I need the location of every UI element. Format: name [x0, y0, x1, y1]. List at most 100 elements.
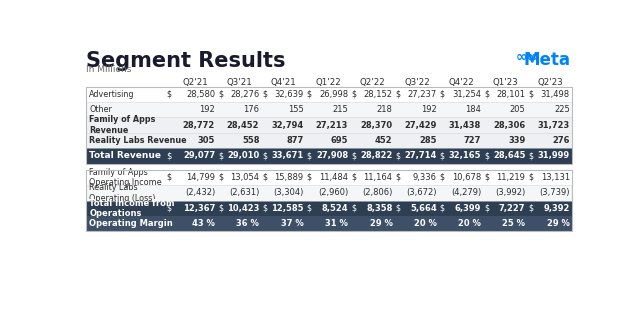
Text: Operating Margin: Operating Margin	[90, 219, 173, 228]
Text: 25 %: 25 %	[502, 219, 525, 228]
Text: (2,806): (2,806)	[362, 188, 392, 197]
Text: 205: 205	[509, 105, 525, 114]
Text: $: $	[307, 90, 312, 99]
Text: 31,999: 31,999	[538, 151, 570, 160]
Text: 27,908: 27,908	[316, 151, 348, 160]
Text: Other: Other	[90, 105, 112, 114]
Text: 37 %: 37 %	[281, 219, 304, 228]
Text: (4,279): (4,279)	[451, 188, 481, 197]
Text: 32,794: 32,794	[271, 121, 304, 130]
Text: 877: 877	[287, 136, 304, 145]
Text: $: $	[218, 173, 223, 182]
Text: (3,739): (3,739)	[540, 188, 570, 197]
Text: $: $	[484, 151, 489, 160]
Text: 10,423: 10,423	[227, 204, 259, 213]
Text: 218: 218	[376, 105, 392, 114]
Text: 215: 215	[332, 105, 348, 114]
Bar	[86, 117, 572, 133]
Text: Q3'22: Q3'22	[404, 77, 430, 87]
Text: 29,077: 29,077	[183, 151, 215, 160]
Text: 28,822: 28,822	[360, 151, 392, 160]
Text: $: $	[484, 173, 489, 182]
Text: (2,960): (2,960)	[318, 188, 348, 197]
Text: $: $	[351, 90, 356, 99]
Text: 7,227: 7,227	[499, 204, 525, 213]
Text: 452: 452	[375, 136, 392, 145]
Text: 8,524: 8,524	[321, 204, 348, 213]
Text: 285: 285	[419, 136, 436, 145]
Text: 28,276: 28,276	[230, 90, 259, 99]
Text: 27,714: 27,714	[404, 151, 436, 160]
Text: 27,237: 27,237	[408, 90, 436, 99]
Text: 192: 192	[421, 105, 436, 114]
Text: $: $	[166, 90, 172, 99]
Text: $: $	[218, 151, 223, 160]
Text: Q1'23: Q1'23	[493, 77, 518, 87]
Text: $: $	[307, 151, 312, 160]
Text: Q2'21: Q2'21	[182, 77, 208, 87]
Text: 9,336: 9,336	[413, 173, 436, 182]
Text: $: $	[529, 204, 534, 213]
Text: 32,165: 32,165	[449, 151, 481, 160]
Text: Q4'21: Q4'21	[271, 77, 297, 87]
Text: $: $	[440, 173, 445, 182]
Text: 20 %: 20 %	[414, 219, 436, 228]
Text: 31,254: 31,254	[452, 90, 481, 99]
Text: $: $	[351, 173, 356, 182]
Text: Family of Apps
Revenue: Family of Apps Revenue	[90, 115, 156, 135]
Text: $: $	[218, 90, 223, 99]
Text: (3,672): (3,672)	[406, 188, 436, 197]
Text: 11,164: 11,164	[364, 173, 392, 182]
Bar	[86, 201, 572, 216]
Text: 6,399: 6,399	[455, 204, 481, 213]
Text: $: $	[307, 204, 312, 213]
Text: 43 %: 43 %	[192, 219, 215, 228]
Text: (2,631): (2,631)	[229, 188, 259, 197]
Text: 27,213: 27,213	[316, 121, 348, 130]
Text: 28,452: 28,452	[227, 121, 259, 130]
Bar	[86, 170, 572, 231]
Text: 29 %: 29 %	[547, 219, 570, 228]
Text: Q1'22: Q1'22	[316, 77, 341, 87]
Text: 176: 176	[243, 105, 259, 114]
Text: 184: 184	[465, 105, 481, 114]
Bar	[86, 87, 572, 102]
Text: Reality Labs
Operating (Loss): Reality Labs Operating (Loss)	[90, 183, 156, 202]
Text: 9,392: 9,392	[543, 204, 570, 213]
Text: Family of Apps
Operating Income: Family of Apps Operating Income	[90, 168, 162, 187]
Text: In Millions: In Millions	[86, 65, 132, 74]
Text: $: $	[307, 173, 312, 182]
Text: 12,367: 12,367	[182, 204, 215, 213]
Text: Total Revenue: Total Revenue	[90, 151, 161, 160]
Bar	[86, 87, 572, 164]
Text: $: $	[262, 204, 268, 213]
Text: 28,101: 28,101	[497, 90, 525, 99]
Text: 31,723: 31,723	[538, 121, 570, 130]
Text: Q4'22: Q4'22	[449, 77, 474, 87]
Text: 29 %: 29 %	[369, 219, 392, 228]
Text: Segment Results: Segment Results	[86, 51, 285, 71]
Text: Q2'22: Q2'22	[360, 77, 385, 87]
Text: $: $	[262, 90, 268, 99]
Text: Advertising: Advertising	[90, 90, 135, 99]
Text: 31 %: 31 %	[325, 219, 348, 228]
Text: $: $	[166, 151, 172, 160]
Text: 558: 558	[242, 136, 259, 145]
Text: 28,152: 28,152	[364, 90, 392, 99]
Text: Meta: Meta	[524, 51, 571, 69]
Text: 28,580: 28,580	[186, 90, 215, 99]
Text: 276: 276	[552, 136, 570, 145]
Text: ∞∞: ∞∞	[516, 51, 539, 64]
Text: 31,498: 31,498	[541, 90, 570, 99]
Text: Total Income from
Operations: Total Income from Operations	[90, 199, 175, 218]
Text: $: $	[396, 90, 401, 99]
Text: $: $	[262, 173, 268, 182]
Text: 13,131: 13,131	[541, 173, 570, 182]
Text: (2,432): (2,432)	[185, 188, 215, 197]
Bar	[86, 133, 572, 148]
Text: 36 %: 36 %	[237, 219, 259, 228]
Text: Q3'21: Q3'21	[227, 77, 252, 87]
Text: $: $	[484, 90, 489, 99]
Text: 15,889: 15,889	[275, 173, 304, 182]
Text: 28,370: 28,370	[360, 121, 392, 130]
